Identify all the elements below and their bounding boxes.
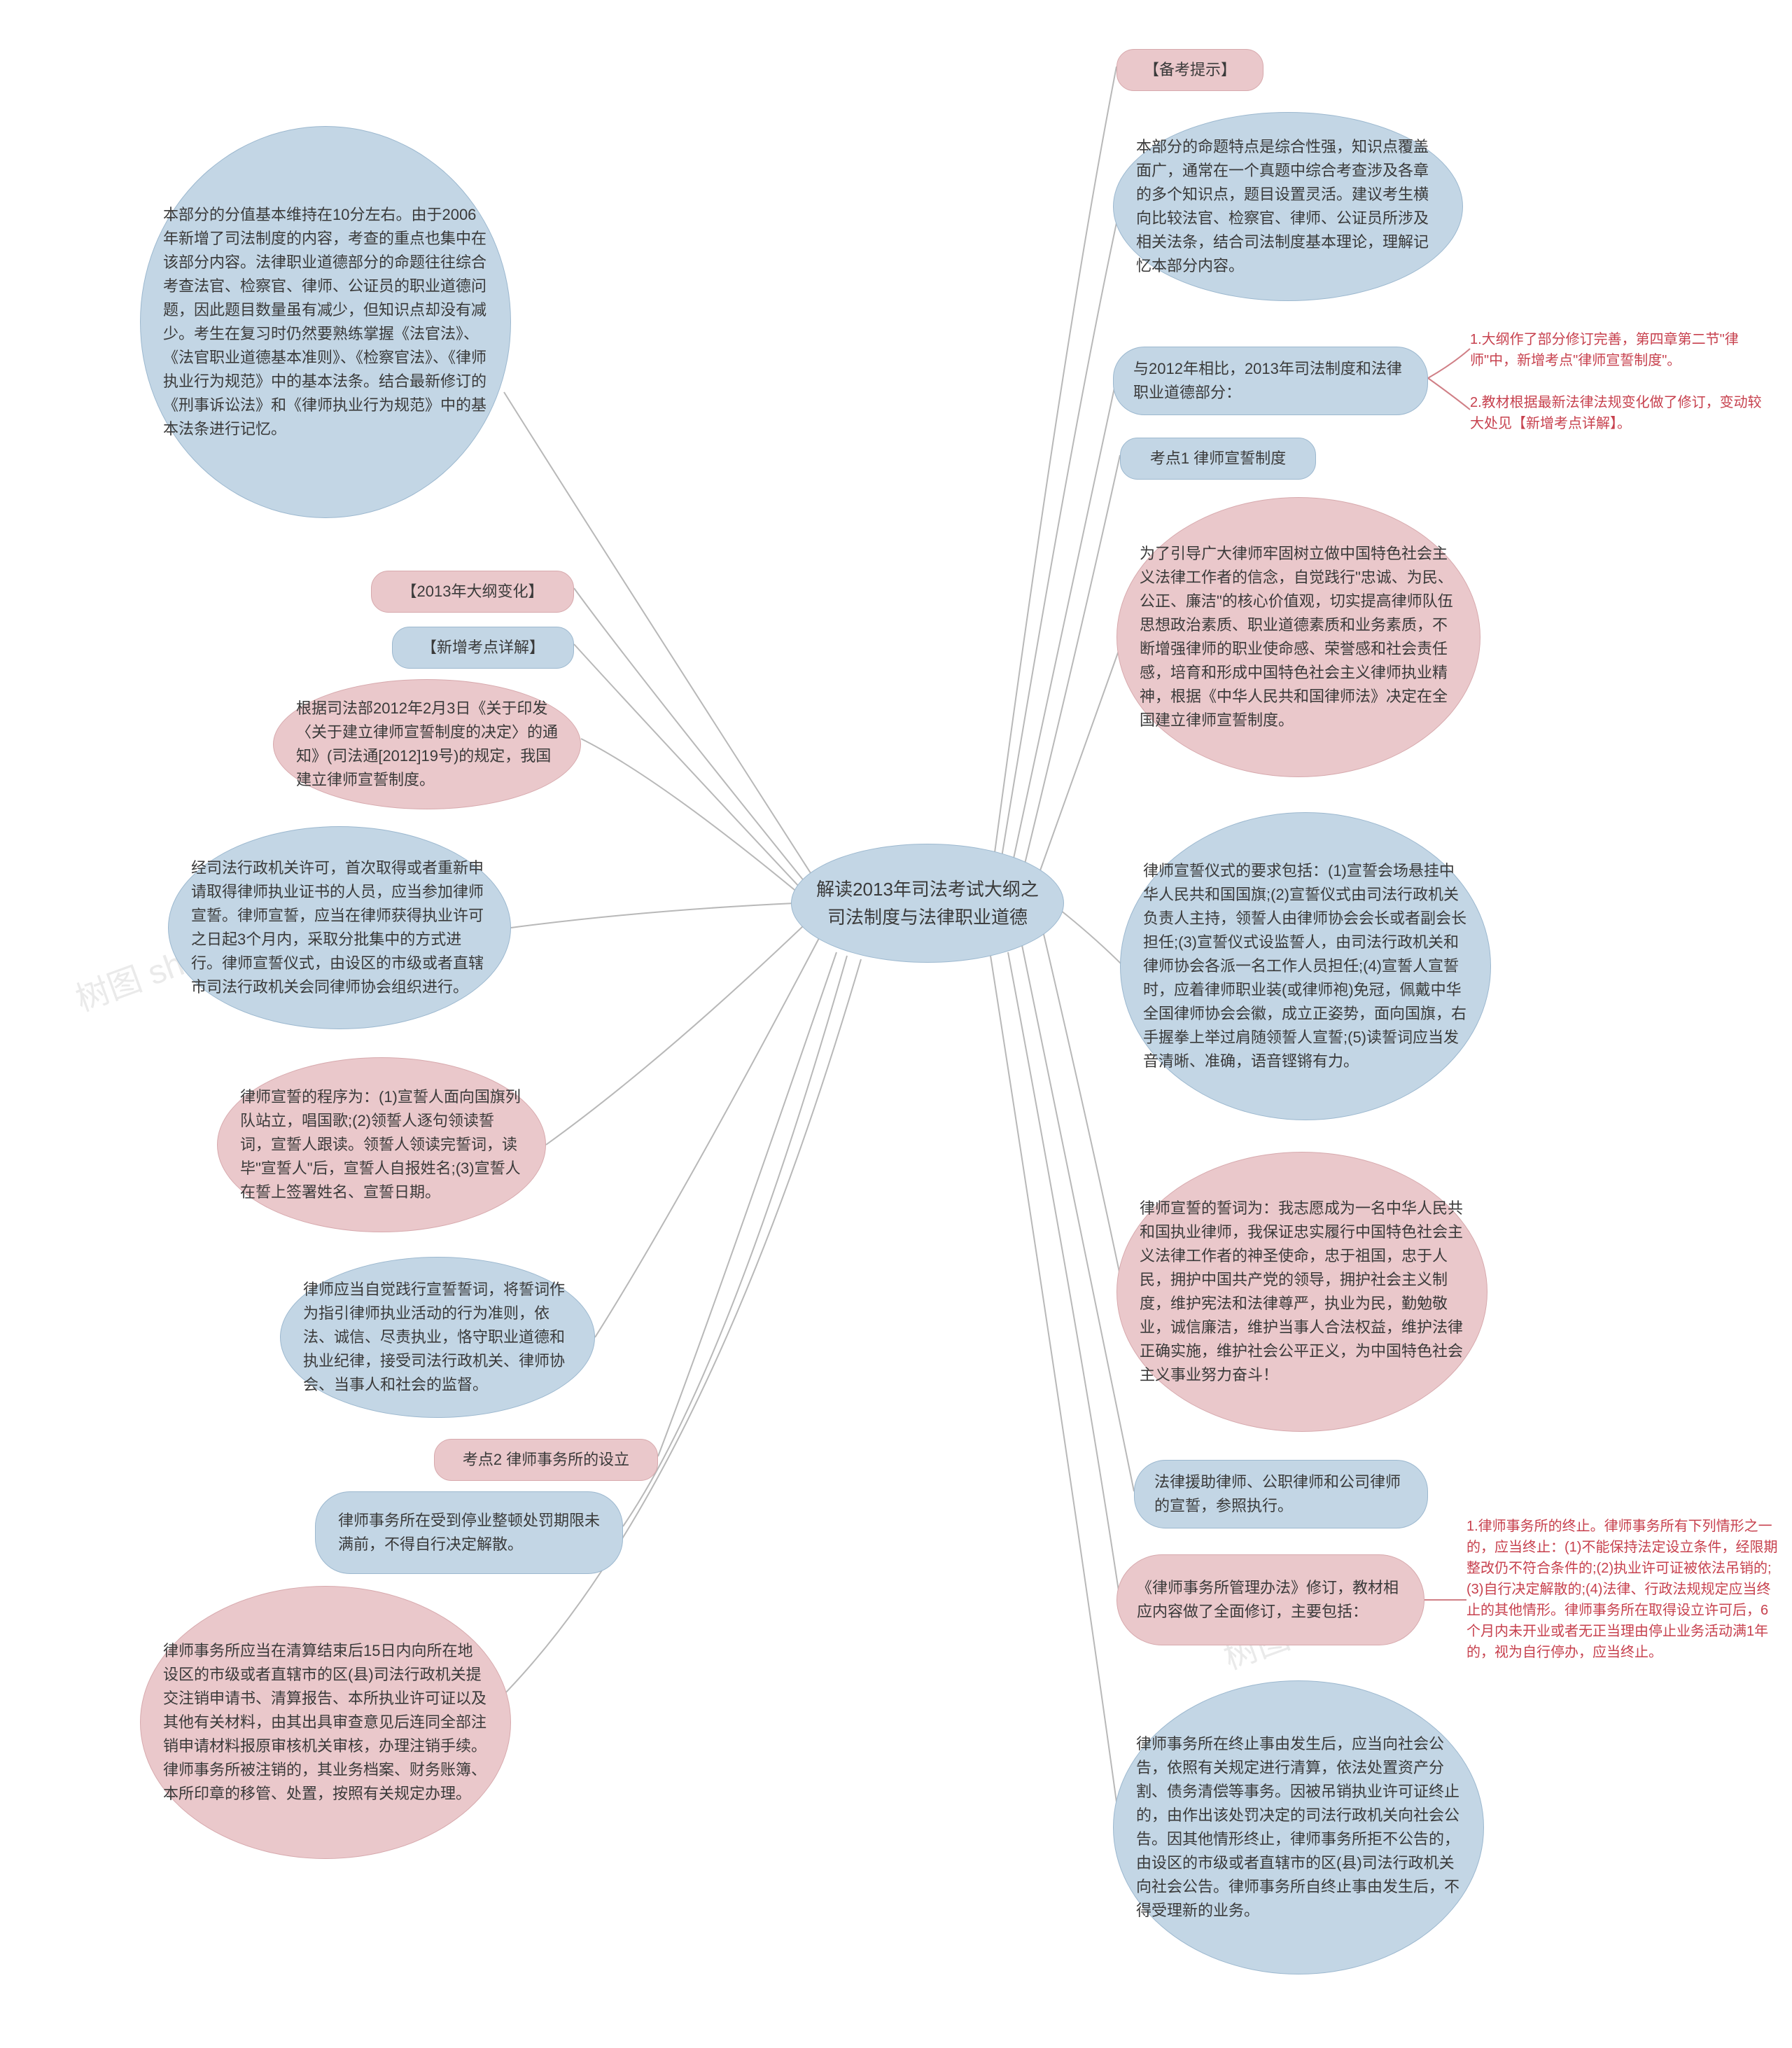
mindmap-node[interactable]: 律师宣誓的誓词为：我志愿成为一名中华人民共和国执业律师，我保证忠实履行中国特色社… [1116,1152,1488,1432]
mindmap-node[interactable]: 律师宣誓的程序为：(1)宣誓人面向国旗列队站立，唱国歌;(2)领誓人逐句领读誓词… [217,1057,546,1232]
connector [1043,931,1124,1292]
node-text: 律师应当自觉践行宣誓誓词，将誓词作为指引律师执业活动的行为准则，依法、诚信、尽责… [303,1278,572,1397]
mindmap-node[interactable]: 律师宣誓仪式的要求包括：(1)宣誓会场悬挂中华人民共和国国旗;(2)宣誓仪式由司… [1120,812,1491,1120]
connector [595,938,819,1337]
mindmap-node[interactable]: 考点1 律师宣誓制度 [1120,438,1316,480]
mindmap-node[interactable]: 考点2 律师事务所的设立 [434,1439,658,1481]
connector [574,644,802,889]
mindmap-node[interactable]: 与2012年相比，2013年司法制度和法律职业道德部分： [1113,347,1428,415]
node-text: 律师宣誓的誓词为：我志愿成为一名中华人民共和国执业律师，我保证忠实履行中国特色社… [1140,1197,1464,1388]
mindmap-node[interactable]: 律师事务所在终止事由发生后，应当向社会公告，依照有关规定进行清算，依法处置资产分… [1113,1680,1484,1974]
connector [1036,637,1124,882]
node-text: 为了引导广大律师牢固树立做中国特色社会主义法律工作者的信念，自觉践行"忠诚、为民… [1140,542,1457,733]
connector [1022,945,1134,1491]
node-text: 律师事务所在终止事由发生后，应当向社会公告，依照有关规定进行清算，依法处置资产分… [1136,1732,1461,1923]
node-text: 本部分的分值基本维持在10分左右。由于2006年新增了司法制度的内容，考查的重点… [163,203,488,442]
node-text: 律师事务所在受到停业整顿处罚期限未满前，不得自行决定解散。 [338,1509,600,1556]
mindmap-node[interactable]: 【备考提示】 [1116,49,1264,91]
mindmap-node[interactable]: 经司法行政机关许可，首次取得或者重新申请取得律师执业证书的人员，应当参加律师宣誓… [168,826,511,1029]
connector [994,67,1116,858]
node-text: 本部分的命题特点是综合性强，知识点覆盖面广，通常在一个真题中综合考查涉及各章的多… [1136,135,1440,279]
connector [623,956,847,1526]
connector [1060,910,1124,966]
mindmap-node[interactable]: 律师事务所在受到停业整顿处罚期限未满前，不得自行决定解散。 [315,1491,623,1574]
connector [1001,207,1120,861]
node-text: 《律师事务所管理办法》修订，教材相应内容做了全面修订，主要包括： [1137,1576,1404,1624]
node-text: 律师宣誓的程序为：(1)宣誓人面向国旗列队站立，唱国歌;(2)领誓人逐句领读誓词… [240,1085,523,1204]
mindmap-node[interactable]: 本部分的命题特点是综合性强，知识点覆盖面广，通常在一个真题中综合考查涉及各章的多… [1113,112,1463,301]
mindmap-node[interactable]: 法律援助律师、公职律师和公司律师的宣誓，参照执行。 [1134,1460,1428,1528]
connector [574,588,805,882]
connector [1428,378,1470,410]
node-text: 根据司法部2012年2月3日《关于印发〈关于建立律师宣誓制度的决定〉的通知》(司… [296,697,558,792]
mindmap-node[interactable]: 【2013年大纲变化】 [371,571,574,613]
node-text: 解读2013年司法考试大纲之司法制度与法律职业道德 [814,875,1041,932]
node-text: 【新增考点详解】 [421,636,545,660]
connector [1008,952,1120,1600]
node-text: 【备考提示】 [1144,58,1236,82]
node-text: 律师事务所应当在清算结束后15日内向所在地设区的市级或者直辖市的区(县)司法行政… [163,1639,488,1806]
mindmap-node[interactable]: 根据司法部2012年2月3日《关于印发〈关于建立律师宣誓制度的决定〉的通知》(司… [273,679,581,809]
node-text: 律师宣誓仪式的要求包括：(1)宣誓会场悬挂中华人民共和国国旗;(2)宣誓仪式由司… [1143,859,1468,1074]
mindmap-node[interactable]: 为了引导广大律师牢固树立做中国特色社会主义法律工作者的信念，自觉践行"忠诚、为民… [1116,497,1480,777]
annotation-text: 2.教材根据最新法律法规变化做了修订，变动较大处见【新增考点详解】。 [1470,392,1764,434]
mindmap-node[interactable]: 【新增考点详解】 [392,627,574,669]
connector [658,952,836,1456]
connector [1011,378,1116,868]
connector [1428,349,1470,378]
mindmap-node[interactable]: 《律师事务所管理办法》修订，教材相应内容做了全面修订，主要包括： [1116,1554,1424,1645]
mindmap-node[interactable]: 律师事务所应当在清算结束后15日内向所在地设区的市级或者直辖市的区(县)司法行政… [140,1586,511,1859]
node-text: 考点1 律师宣誓制度 [1150,447,1286,471]
node-text: 经司法行政机关许可，首次取得或者重新申请取得律师执业证书的人员，应当参加律师宣誓… [191,856,488,1000]
mindmap-node[interactable]: 本部分的分值基本维持在10分左右。由于2006年新增了司法制度的内容，考查的重点… [140,126,511,518]
connector [546,924,805,1145]
connector [581,739,798,893]
node-text: 与2012年相比，2013年司法制度和法律职业道德部分： [1133,357,1408,405]
center-node[interactable]: 解读2013年司法考试大纲之司法制度与法律职业道德 [791,844,1064,963]
mindmap-node[interactable]: 律师应当自觉践行宣誓誓词，将誓词作为指引律师执业活动的行为准则，依法、诚信、尽责… [280,1257,595,1418]
connector [511,903,794,928]
annotation-text: 1.大纲作了部分修订完善，第四章第二节"律师"中，新增考点"律师宣誓制度"。 [1470,329,1764,371]
connector [1022,455,1120,875]
node-text: 【2013年大纲变化】 [402,580,544,604]
connector [990,956,1120,1827]
node-text: 考点2 律师事务所的设立 [463,1448,629,1472]
node-text: 法律援助律师、公职律师和公司律师的宣誓，参照执行。 [1154,1470,1408,1518]
annotation-text: 1.律师事务所的终止。律师事务所有下列情形之一的，应当终止：(1)不能保持法定设… [1466,1516,1778,1663]
